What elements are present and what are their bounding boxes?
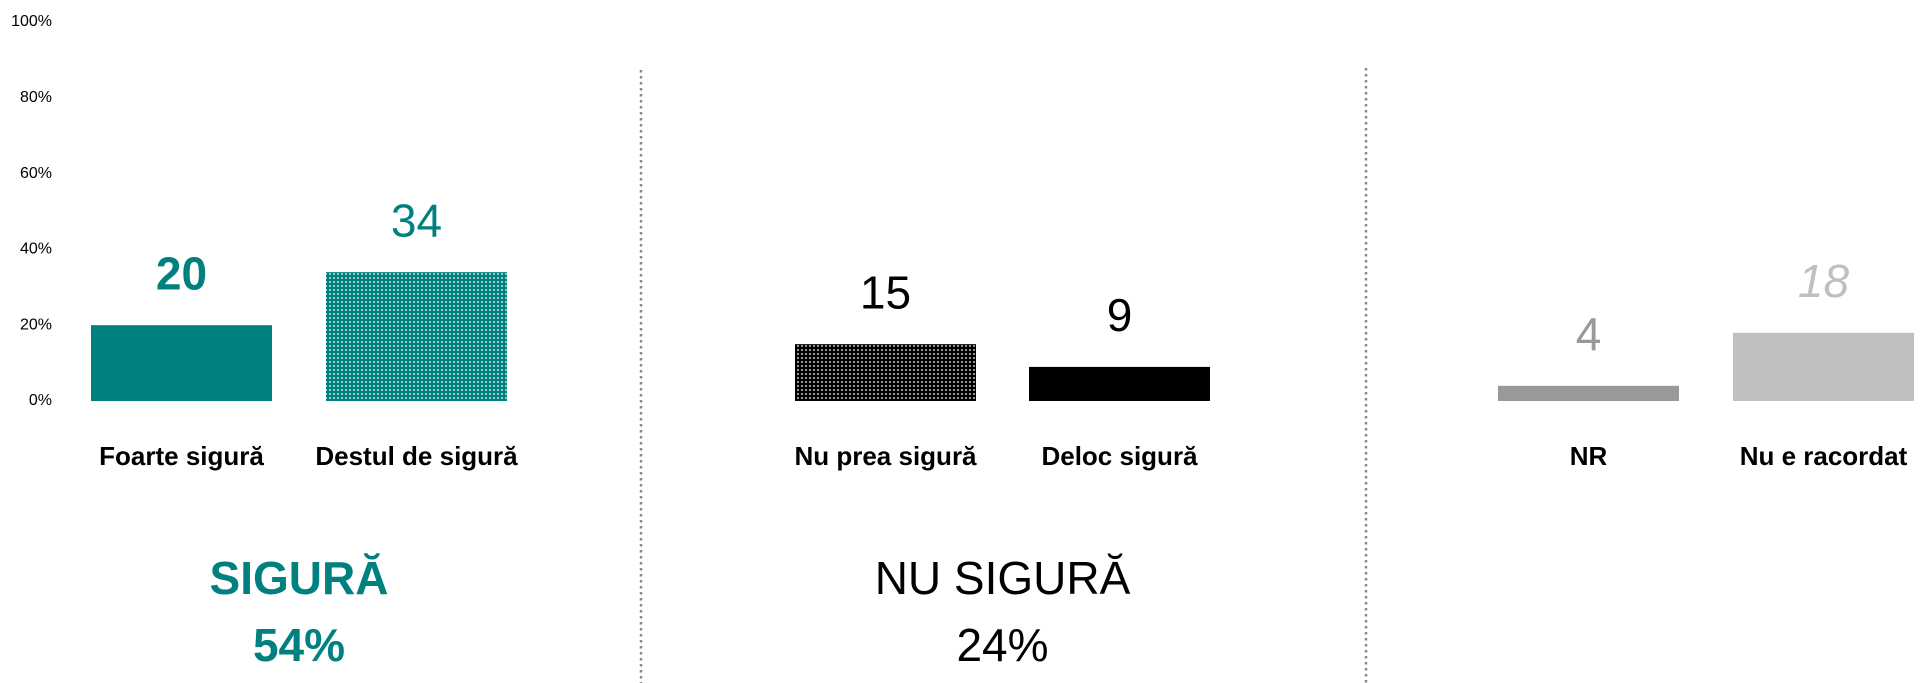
- value-label: 20: [156, 247, 207, 299]
- bar: [795, 344, 976, 401]
- value-label: 18: [1798, 255, 1850, 307]
- y-tick-label: 40%: [20, 241, 52, 258]
- y-tick-label: 60%: [20, 165, 52, 182]
- x-tick-label: Nu prea sigură: [794, 441, 977, 471]
- group-label: SIGURĂ: [210, 552, 389, 604]
- x-tick-label: Nu e racordat: [1740, 441, 1908, 471]
- y-tick-label: 20%: [20, 316, 52, 333]
- bar: [1733, 332, 1914, 401]
- bar: [326, 272, 507, 401]
- value-label: 15: [860, 266, 911, 318]
- y-tick-label: 100%: [11, 13, 52, 30]
- x-tick-label: Destul de sigură: [315, 441, 518, 471]
- group-total: 54%: [253, 619, 345, 671]
- bar: [1498, 385, 1679, 401]
- group-label: NU SIGURĂ: [875, 552, 1131, 604]
- bar: [1029, 366, 1210, 401]
- x-tick-label: Foarte sigură: [99, 441, 264, 471]
- y-tick-label: 80%: [20, 89, 52, 106]
- bar: [91, 325, 272, 401]
- group-total: 24%: [956, 619, 1048, 671]
- value-label: 34: [391, 194, 442, 246]
- value-label: 9: [1107, 289, 1133, 341]
- x-tick-label: NR: [1570, 441, 1608, 471]
- x-tick-label: Deloc sigură: [1041, 441, 1198, 471]
- value-label: 4: [1576, 308, 1602, 360]
- y-tick-label: 0%: [29, 392, 52, 409]
